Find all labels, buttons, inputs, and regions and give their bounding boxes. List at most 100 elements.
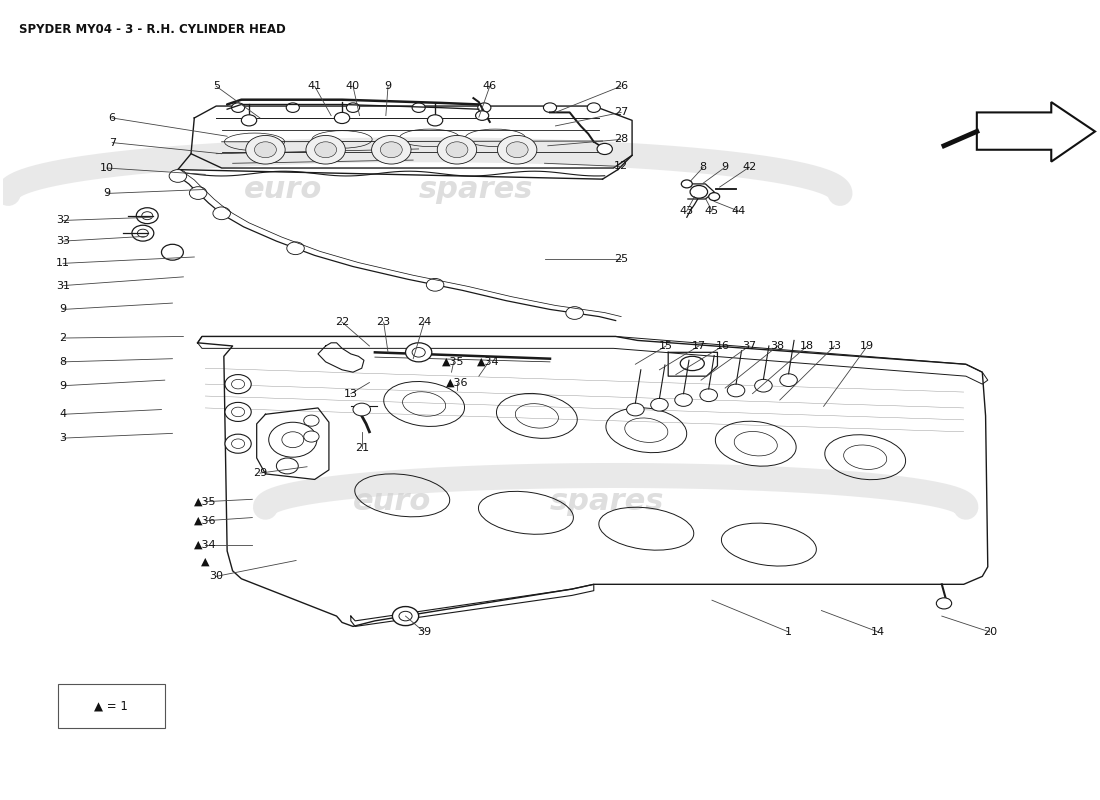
Circle shape <box>304 415 319 426</box>
Circle shape <box>674 394 692 406</box>
Circle shape <box>543 103 557 113</box>
Circle shape <box>708 193 719 201</box>
Text: 45: 45 <box>705 206 719 216</box>
Circle shape <box>189 186 207 199</box>
Circle shape <box>287 242 305 254</box>
Circle shape <box>399 611 412 621</box>
Text: 28: 28 <box>614 134 628 145</box>
Text: 10: 10 <box>100 163 113 173</box>
Circle shape <box>224 402 251 422</box>
Text: 9: 9 <box>59 305 66 314</box>
Text: ▲36: ▲36 <box>446 378 469 387</box>
Text: 5: 5 <box>212 81 220 91</box>
Text: 37: 37 <box>742 341 757 351</box>
Text: 19: 19 <box>860 341 875 351</box>
Text: ▲: ▲ <box>201 557 209 567</box>
Circle shape <box>245 135 285 164</box>
Circle shape <box>254 142 276 158</box>
Circle shape <box>506 142 528 158</box>
Text: 30: 30 <box>209 571 223 582</box>
Circle shape <box>700 389 717 402</box>
Text: 12: 12 <box>614 162 628 171</box>
Circle shape <box>231 379 244 389</box>
Text: ▲ = 1: ▲ = 1 <box>95 699 128 712</box>
Text: 39: 39 <box>417 627 431 637</box>
Text: 4: 4 <box>59 410 66 419</box>
Circle shape <box>286 103 299 113</box>
Circle shape <box>681 180 692 188</box>
Text: 32: 32 <box>56 215 70 226</box>
Text: 17: 17 <box>692 341 706 351</box>
Text: 40: 40 <box>345 81 360 91</box>
Circle shape <box>334 113 350 123</box>
Circle shape <box>306 135 345 164</box>
Text: ▲34: ▲34 <box>194 539 217 550</box>
Text: 9: 9 <box>722 162 728 172</box>
Circle shape <box>381 142 403 158</box>
Text: 44: 44 <box>732 206 746 216</box>
Text: euro: euro <box>243 175 322 204</box>
Circle shape <box>346 103 360 113</box>
Circle shape <box>936 598 952 609</box>
Text: 18: 18 <box>800 341 814 351</box>
Circle shape <box>169 170 187 182</box>
Circle shape <box>565 306 583 319</box>
Text: 6: 6 <box>109 113 116 123</box>
Circle shape <box>224 434 251 454</box>
Text: ▲35: ▲35 <box>194 497 217 506</box>
Circle shape <box>241 114 256 126</box>
Text: 33: 33 <box>56 236 70 246</box>
Text: 25: 25 <box>614 254 628 263</box>
Text: 13: 13 <box>344 389 358 398</box>
Circle shape <box>475 111 488 120</box>
Circle shape <box>412 347 426 357</box>
Circle shape <box>497 135 537 164</box>
Text: euro: euro <box>353 487 431 516</box>
Circle shape <box>353 403 371 416</box>
Circle shape <box>587 103 601 113</box>
Text: ▲36: ▲36 <box>194 516 217 526</box>
Text: 22: 22 <box>334 317 349 327</box>
Circle shape <box>138 229 148 237</box>
Text: 27: 27 <box>614 107 628 118</box>
Text: 38: 38 <box>771 341 784 351</box>
Circle shape <box>780 374 798 386</box>
Circle shape <box>132 226 154 241</box>
Text: 8: 8 <box>59 357 66 367</box>
Circle shape <box>136 208 158 224</box>
Circle shape <box>755 379 772 392</box>
Circle shape <box>231 407 244 417</box>
Circle shape <box>304 431 319 442</box>
Circle shape <box>412 103 426 113</box>
Circle shape <box>162 244 184 260</box>
Circle shape <box>282 432 304 448</box>
Circle shape <box>651 398 668 411</box>
Circle shape <box>446 142 468 158</box>
Text: 15: 15 <box>659 341 673 351</box>
Text: 42: 42 <box>742 162 757 172</box>
Text: 9: 9 <box>59 381 66 390</box>
Text: 29: 29 <box>253 468 267 478</box>
Text: 7: 7 <box>109 138 116 147</box>
Text: 21: 21 <box>354 442 368 453</box>
Circle shape <box>690 186 707 198</box>
Circle shape <box>428 114 442 126</box>
Text: 13: 13 <box>827 341 842 351</box>
Text: 8: 8 <box>700 162 707 172</box>
Text: spares: spares <box>550 487 664 516</box>
Text: 2: 2 <box>59 333 66 343</box>
Text: 23: 23 <box>376 317 390 327</box>
Text: 9: 9 <box>385 81 392 91</box>
Text: 26: 26 <box>614 81 628 91</box>
Circle shape <box>406 342 432 362</box>
Circle shape <box>231 439 244 449</box>
Circle shape <box>315 142 337 158</box>
Text: 20: 20 <box>983 627 997 637</box>
Circle shape <box>224 374 251 394</box>
Circle shape <box>727 384 745 397</box>
Text: 46: 46 <box>483 81 497 91</box>
Text: ▲35: ▲35 <box>442 357 465 367</box>
Text: 14: 14 <box>871 627 886 637</box>
Text: 16: 16 <box>716 341 730 351</box>
Circle shape <box>438 135 476 164</box>
